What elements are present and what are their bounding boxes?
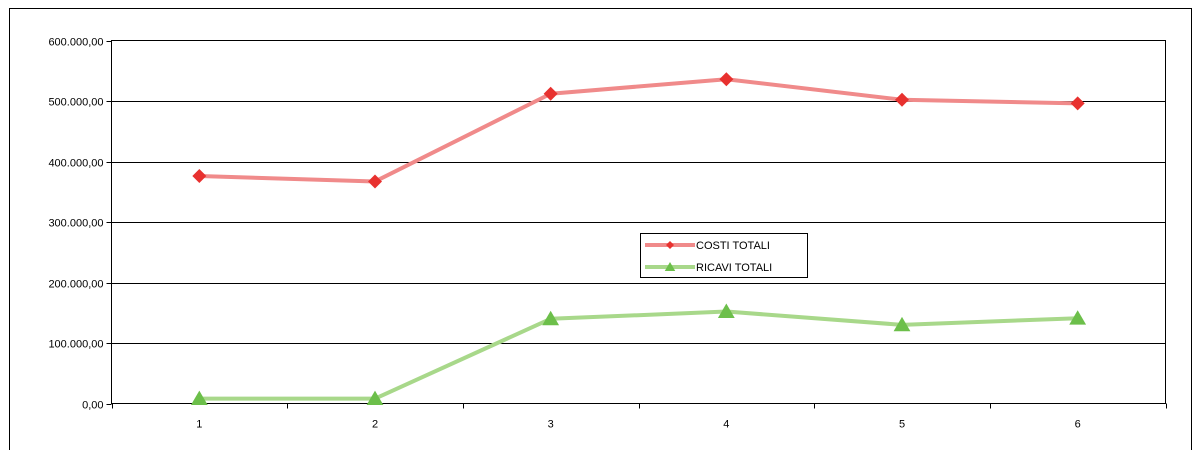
y-tick-label: 600.000,00 [48,37,103,49]
data-point-marker [542,310,560,326]
x-tick-label: 6 [1075,419,1081,431]
data-point-marker [192,169,207,184]
x-tick-label: 4 [723,419,729,431]
data-point-marker [1069,310,1087,325]
series-lines [190,72,1087,406]
x-tick-label: 3 [548,419,554,431]
data-point-marker [190,390,208,406]
series-line [199,77,1078,184]
legend-items: COSTI TOTALI RICAVI TOTALI [645,240,772,274]
y-tick-label: 100.000,00 [48,339,103,351]
x-tick-label: 5 [899,419,905,431]
y-tick-label: 0,00 [82,400,103,412]
x-axis-ticks: 1 2 3 4 5 6 [112,403,1167,431]
y-axis-ticks: 0,00 100.000,00 200.000,00 300.000,00 400.00… [48,37,112,412]
y-tick-label: 200.000,00 [48,279,103,291]
data-point-marker [717,303,735,318]
legend-label: COSTI TOTALI [696,240,770,252]
data-point-marker [366,390,384,406]
legend-swatch-marker [666,241,674,249]
data-point-marker [895,92,909,107]
x-tick-label: 1 [196,419,202,431]
y-tick-label: 400.000,00 [48,158,103,170]
data-point-marker [719,72,734,87]
x-tick-label: 2 [372,419,378,431]
legend: COSTI TOTALI RICAVI TOTALI [640,233,808,278]
legend-swatch-marker [664,262,676,271]
data-point-marker [368,174,382,189]
data-point-marker [1070,96,1085,111]
series-line [199,309,1078,401]
data-point-marker [893,316,911,332]
legend-label: RICAVI TOTALI [696,262,772,274]
y-tick-label: 500.000,00 [48,97,103,109]
y-tick-label: 300.000,00 [48,218,103,230]
data-point-marker [543,86,558,101]
